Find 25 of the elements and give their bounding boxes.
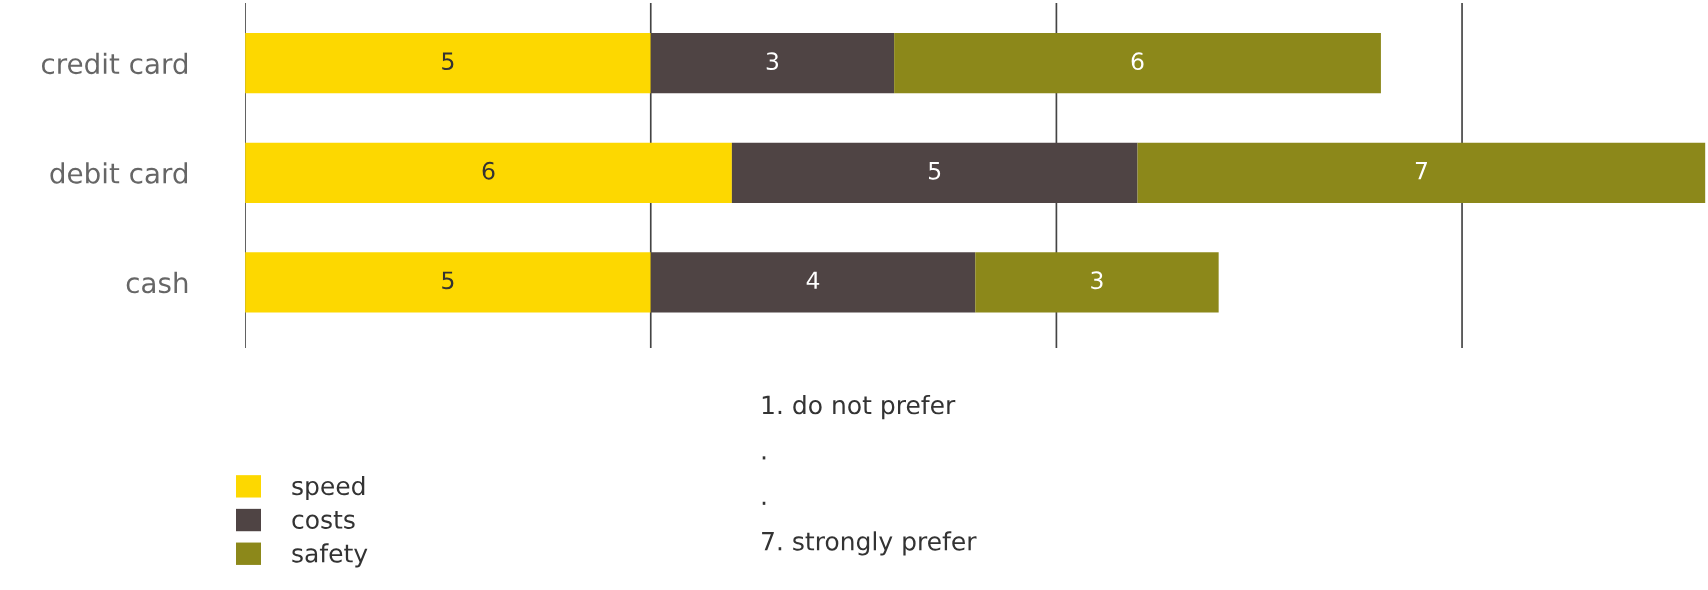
text: 7. strongly prefer	[762, 531, 977, 556]
bar	[245, 252, 651, 313]
text: 1. do not prefer	[762, 395, 956, 420]
text: .	[762, 456, 766, 460]
data-label: 5	[442, 52, 454, 71]
y-tick-label: debit card	[50, 162, 188, 184]
data-label: 6	[1131, 52, 1144, 71]
text: .	[762, 501, 766, 505]
data-label: 6	[482, 161, 495, 180]
legend-label: speed	[292, 475, 365, 501]
data-label: 3	[1091, 271, 1103, 290]
bar	[894, 33, 1381, 94]
data-label: 5	[929, 162, 941, 180]
bar	[245, 142, 732, 203]
y-tick-label: cash	[126, 271, 188, 294]
bar	[245, 33, 651, 94]
y-tick-label: credit card	[41, 52, 188, 75]
bar	[975, 252, 1219, 313]
data-label: 7	[1415, 162, 1427, 180]
data-label: 4	[806, 271, 820, 289]
data-label: 5	[442, 271, 454, 290]
bar	[1137, 142, 1706, 203]
legend-label: costs	[292, 511, 355, 529]
legend-label: safety	[292, 543, 368, 568]
data-label: 3	[766, 52, 779, 71]
